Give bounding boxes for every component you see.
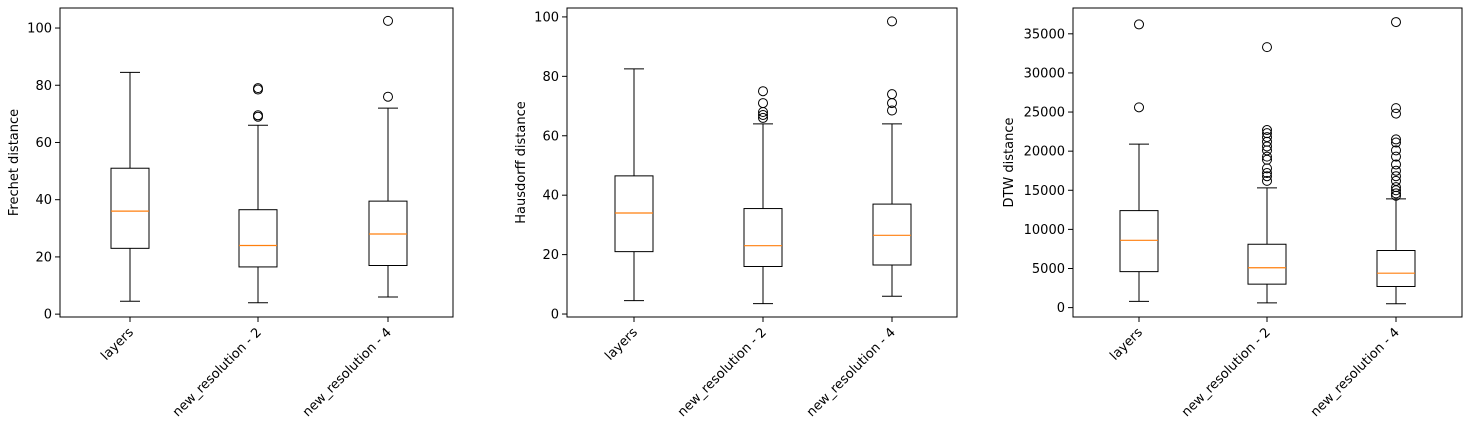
y-tick-label: 100 [534,10,559,25]
y-tick-label: 5000 [1032,262,1065,277]
outlier-point [758,98,768,109]
y-axis-label: Hausdorff distance [514,101,529,223]
outlier-point [1262,151,1272,162]
axes-frame [59,7,454,318]
outlier-point [1134,102,1144,113]
y-tick-label: 0 [1057,301,1065,316]
y-tick-label: 10000 [1024,223,1065,238]
outlier-point [1262,42,1272,53]
outlier-point [1262,125,1272,136]
y-tick-label: 40 [35,193,52,208]
y-tick-label: 20 [35,250,52,265]
outlier-point [758,112,768,123]
outlier-point [1391,17,1401,28]
outlier-point [1262,128,1272,139]
box-body [110,167,150,249]
box-body [614,175,654,253]
y-tick-label: 20 [542,248,559,263]
y-tick-label: 30000 [1024,66,1065,81]
box-body [1247,243,1287,285]
outlier-point [1262,132,1272,143]
box-body [872,203,912,266]
outlier-point [1391,145,1401,156]
y-tick-label: 40 [542,189,559,204]
outlier-point [1391,108,1401,119]
y-axis-label: Frechet distance [7,109,22,216]
outlier-point [887,105,897,116]
box-2 [743,86,783,305]
axes-frame [566,7,958,318]
outlier-point [887,89,897,100]
y-tick-label: 25000 [1024,106,1065,121]
box-body [1376,250,1416,287]
outlier-point [1262,175,1272,186]
box-body [743,208,783,267]
outlier-point [1391,171,1401,182]
y-tick-label: 80 [542,70,559,85]
box-2 [238,83,278,304]
box-1 [614,68,654,302]
box-3 [1376,17,1416,305]
outlier-point [1262,168,1272,179]
y-tick-label: 60 [35,136,52,151]
outlier-point [1391,103,1401,114]
box-2 [1247,42,1287,304]
outlier-point [758,86,768,97]
outlier-point [253,83,263,94]
outlier-point [1391,134,1401,145]
y-tick-label: 35000 [1024,27,1065,42]
outlier-point [1391,151,1401,162]
y-tick-label: 100 [27,22,52,37]
y-tick-label: 60 [542,129,559,144]
y-tick-label: 20000 [1024,145,1065,160]
outlier-point [1262,171,1272,182]
outlier-point [383,15,393,26]
box-1 [110,71,150,302]
outlier-point [758,109,768,120]
outlier-point [1134,19,1144,30]
box-3 [368,15,408,298]
y-axis-label: DTW distance [1002,117,1017,207]
box-3 [872,16,912,297]
box-1 [1119,19,1159,302]
outlier-point [1391,188,1401,199]
outlier-point [383,91,393,102]
y-tick-label: 0 [551,308,559,323]
y-tick-label: 0 [44,308,52,323]
y-tick-label: 15000 [1024,184,1065,199]
box-body [1119,210,1159,273]
outlier-point [253,110,263,121]
outlier-point [1391,159,1401,170]
box-body [238,209,278,268]
outlier-point [1391,175,1401,186]
outlier-point [887,16,897,27]
outlier-point [1391,182,1401,193]
box-body [368,200,408,266]
outlier-point [1391,137,1401,148]
outlier-point [1391,165,1401,176]
y-tick-label: 80 [35,79,52,94]
